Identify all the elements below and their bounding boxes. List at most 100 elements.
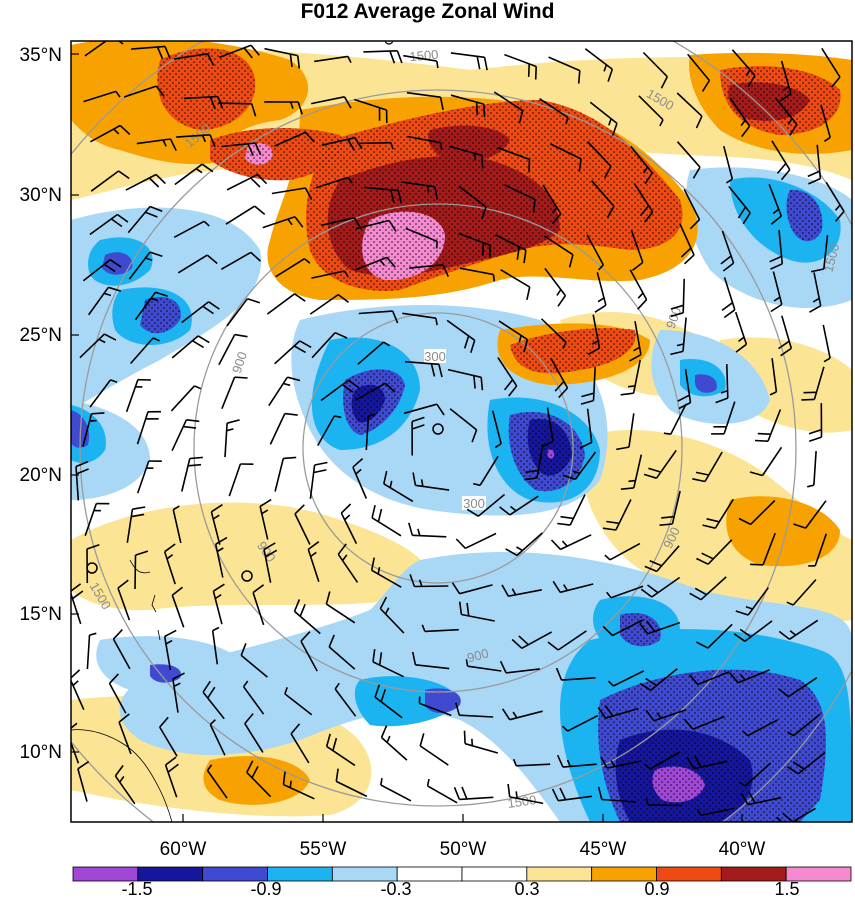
wind-barb-feather (343, 96, 352, 109)
wind-barb-staff (335, 780, 368, 798)
wind-barb-feather (754, 439, 769, 442)
wind-barb-feather (283, 456, 297, 460)
wind-barb-feather (722, 262, 735, 272)
wind-barb-feather (289, 101, 294, 109)
wind-barb-feather (325, 733, 331, 747)
wind-barb-staff (172, 678, 179, 713)
wind-barb-feather (166, 554, 174, 560)
wind-barb-staff (656, 545, 680, 572)
wind-barb-feather (325, 591, 331, 605)
wind-barb-staff (601, 798, 636, 803)
wind-barb-feather (117, 41, 124, 45)
wind-barb-feather (172, 505, 180, 511)
wind-barb-feather (587, 347, 600, 356)
lat-tick-label: 35°N (20, 45, 62, 66)
wind-barb-feather (293, 599, 301, 612)
longitude-axis (182, 814, 743, 822)
wind-barb-feather (562, 474, 576, 481)
wind-barb-feather (780, 347, 792, 357)
wind-barb-feather (769, 391, 777, 396)
wind-barb-feather (778, 340, 790, 350)
colorbar-label: -0.3 (380, 879, 411, 899)
wind-barb-staff (726, 364, 729, 399)
wind-barb-feather (89, 632, 97, 636)
wind-barb-staff (404, 360, 439, 366)
wind-barb-feather (347, 138, 356, 151)
wind-barb-staff (82, 413, 93, 447)
wind-barb-feather (603, 64, 608, 72)
wind-barb-staff (446, 319, 476, 341)
wind-barb-feather (192, 340, 205, 349)
wind-barb-staff (651, 576, 681, 598)
wind-barb-feather (607, 680, 614, 687)
wind-barb-feather (647, 584, 659, 594)
wind-barb-staff (315, 176, 349, 189)
range-ring-300 (302, 312, 574, 584)
wind-barb-feather (524, 477, 538, 481)
ring-label: 900 (663, 305, 685, 331)
wind-barb-staff (550, 143, 582, 160)
wind-barb-staff (521, 631, 552, 650)
wind-barb-staff (294, 513, 311, 545)
wind-barb-staff (498, 320, 528, 341)
wind-barb-staff (780, 60, 792, 94)
wind-barb-feather (481, 155, 484, 169)
wind-barb-staff (224, 423, 228, 458)
wind-barb-feather (689, 219, 701, 230)
wind-barb-feather (215, 536, 228, 545)
wind-barb-feather (412, 472, 417, 486)
lat-tick-label: 25°N (20, 325, 62, 346)
coastline (71, 559, 173, 822)
wind-barb-feather (183, 425, 197, 429)
wind-barb-feather (556, 754, 564, 768)
wind-barb-feather (131, 513, 145, 518)
wind-barb-feather (723, 309, 736, 319)
wind-barb-staff (589, 101, 618, 125)
wind-barb-staff (747, 719, 779, 737)
wind-barb-feather (676, 343, 684, 347)
wind-barb-staff (610, 585, 644, 599)
wind-barb-feather (745, 69, 751, 77)
colorbar (72, 866, 852, 882)
wind-barb-feather (411, 416, 425, 423)
wind-barb-feather (145, 257, 153, 262)
wind-barb-staff (632, 359, 641, 394)
wind-barb-feather (294, 216, 304, 228)
wind-barb-feather (738, 336, 745, 343)
lon-tick-label: 60°W (160, 839, 207, 860)
wind-barb-staff (642, 51, 668, 78)
wind-barb-staff (477, 493, 506, 517)
wind-barb-staff (536, 444, 544, 478)
wind-barb-feather (659, 119, 664, 127)
wind-barb-feather (541, 440, 554, 448)
range-ring-900 (193, 203, 683, 693)
wind-barb-feather (453, 786, 461, 800)
wind-barb-staff (244, 723, 264, 753)
wind-barb-staff (630, 230, 644, 263)
wind-barb-feather (209, 719, 216, 726)
wind-barb-feather (633, 346, 640, 352)
wind-barb-staff (546, 407, 554, 442)
wind-barb-staff (653, 708, 687, 722)
wind-barb-feather (289, 54, 293, 68)
wind-barb-staff (609, 542, 641, 561)
lon-tick-label: 50°W (440, 839, 487, 860)
wind-barb-staff (82, 259, 111, 282)
wind-barb-staff (459, 714, 494, 718)
wind-barb-staff (459, 584, 493, 595)
wind-barb-feather (212, 514, 220, 520)
wind-barb-staff (112, 638, 131, 670)
wind-barb-feather (527, 63, 530, 77)
wind-barb-feather (499, 660, 507, 674)
wind-barb-staff (371, 517, 402, 537)
wind-barb-staff (307, 549, 320, 583)
wind-barb-staff (771, 358, 778, 393)
wind-barb-staff (77, 768, 88, 802)
wind-barb-feather (646, 620, 656, 632)
wind-barb-feather (568, 254, 574, 268)
wind-barb-staff (447, 368, 482, 379)
wind-barb-feather (386, 735, 391, 743)
wind-barb-staff (75, 466, 80, 501)
wind-barb-staff (821, 47, 841, 78)
